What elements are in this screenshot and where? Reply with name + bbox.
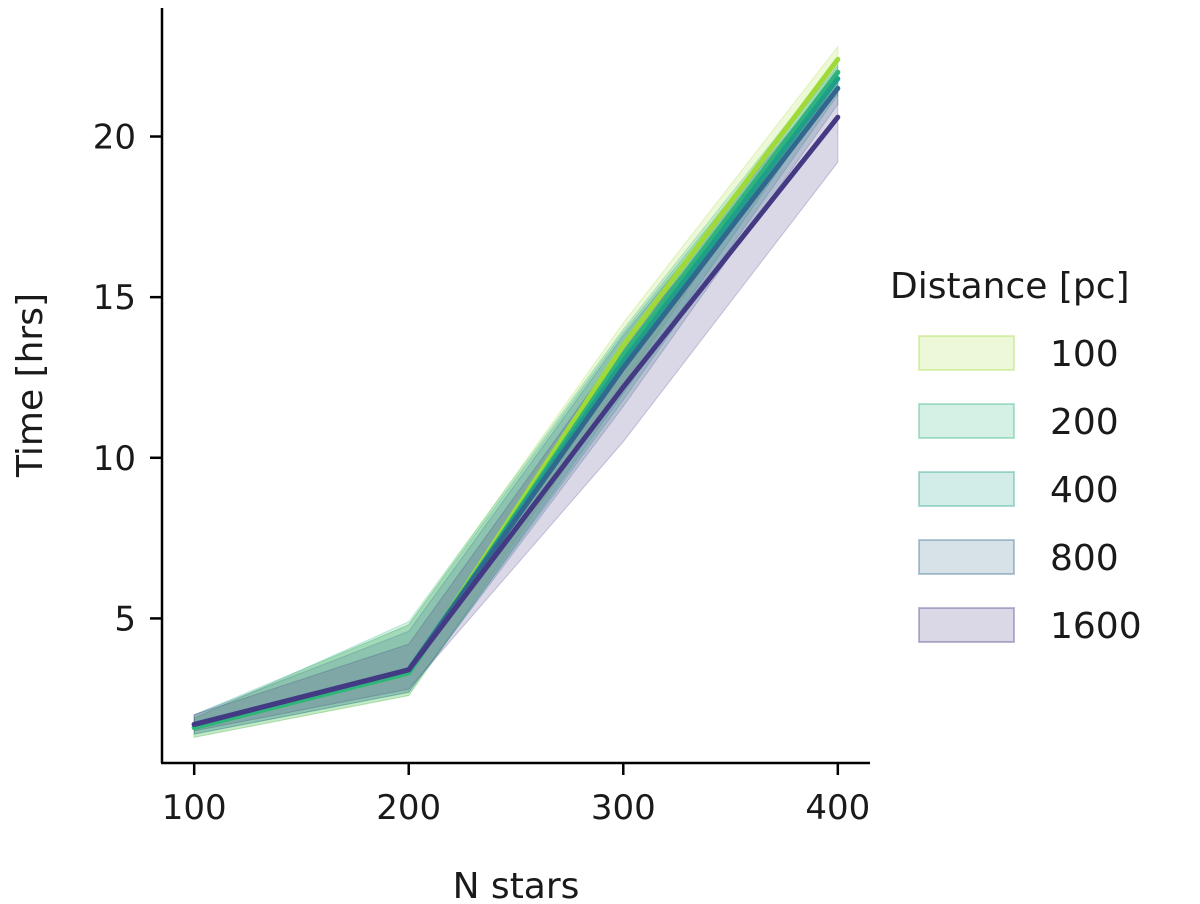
legend-swatch-1600	[918, 607, 1015, 643]
series-line-1600	[191, 114, 841, 727]
y-ticks: 5 10 15 20	[93, 118, 162, 639]
x-tick-label: 300	[591, 788, 656, 828]
legend-label-100: 100	[1050, 334, 1119, 375]
x-ticks: 100 200 300 400	[162, 763, 870, 828]
band-800	[193, 70, 839, 735]
band-100	[193, 45, 839, 738]
legend-label-200: 200	[1050, 402, 1119, 443]
legend-swatch-400	[918, 471, 1015, 507]
y-tick-label: 10	[93, 439, 136, 479]
band-400	[193, 64, 839, 735]
x-tick-label: 200	[376, 788, 441, 828]
legend-swatch-200	[918, 403, 1015, 439]
legend: Distance [pc] 100 200 400 800 1600	[890, 266, 1142, 647]
x-axis-label: N stars	[453, 866, 580, 904]
series-line-100	[191, 56, 841, 731]
band-200	[193, 57, 839, 738]
legend-title: Distance [pc]	[890, 266, 1130, 307]
confidence-bands	[193, 45, 839, 738]
legend-swatch-100	[918, 335, 1015, 371]
band-1600	[193, 83, 839, 732]
legend-label-400: 400	[1050, 470, 1119, 511]
y-tick-label: 20	[93, 118, 136, 158]
legend-entries: 100 200 400 800 1600	[918, 334, 1142, 647]
legend-label-800: 800	[1050, 538, 1119, 579]
x-tick-label: 400	[805, 788, 870, 828]
y-tick-label: 5	[114, 599, 136, 639]
legend-swatch-800	[918, 539, 1015, 575]
y-axis-label: Time [hrs]	[10, 293, 51, 478]
y-tick-label: 15	[93, 278, 136, 318]
x-tick-label: 100	[162, 788, 227, 828]
legend-label-1600: 1600	[1050, 606, 1142, 647]
series-lines	[191, 56, 841, 731]
